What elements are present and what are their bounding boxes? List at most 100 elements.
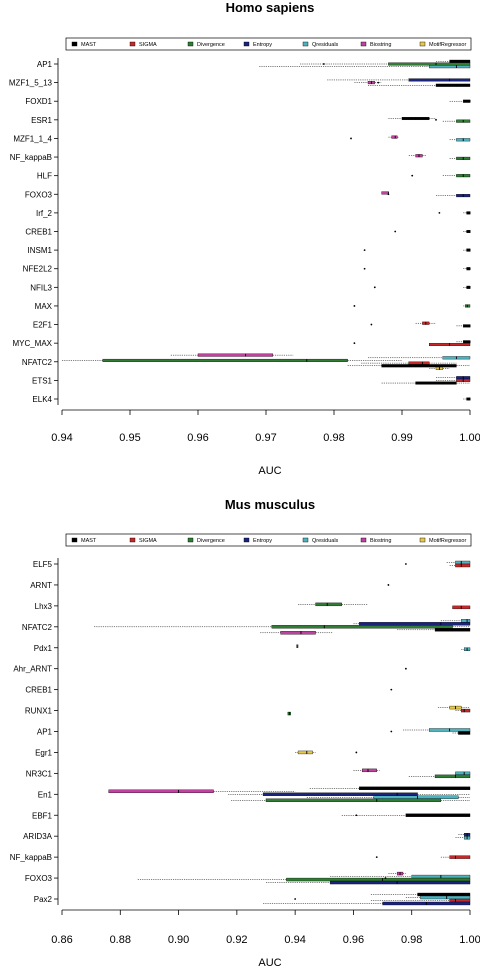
outlier-point	[404, 563, 407, 565]
box-divergence	[102, 358, 348, 362]
legend-entry: MotifRegressor	[429, 538, 466, 544]
x-tick-label: 0.98	[401, 934, 422, 946]
y-tick-label: NFATC2	[22, 623, 53, 632]
box-divergence	[265, 798, 442, 802]
x-tick-label: 0.96	[343, 934, 364, 946]
outlier-point	[394, 230, 397, 233]
y-tick-label: NR3C1	[26, 769, 53, 778]
outlier-point	[353, 342, 356, 345]
legend-swatch	[302, 41, 309, 47]
y-tick-label: CREB1	[25, 686, 52, 695]
box-biostring	[108, 789, 214, 793]
outlier-point	[387, 584, 390, 586]
box-mast	[381, 364, 457, 368]
box-mast	[405, 813, 471, 817]
y-tick-label: ELF5	[33, 560, 53, 569]
box-qresiduals	[461, 619, 471, 623]
chart-title: Homo sapiens	[226, 0, 315, 15]
x-tick-label: 0.99	[391, 432, 412, 444]
legend-swatch	[129, 537, 136, 543]
box-qresiduals	[429, 65, 471, 69]
outlier-point	[384, 877, 387, 879]
outlier-point	[322, 63, 325, 65]
box-biostring	[391, 135, 398, 139]
box-qresiduals	[455, 560, 471, 565]
box-entropy	[359, 622, 471, 626]
legend-entry: SIGMA	[139, 42, 157, 48]
legend-entry: MAST	[81, 538, 97, 544]
y-tick-label: En1	[38, 790, 53, 799]
outlier-point	[355, 751, 358, 754]
legend-entry: Qresiduals	[312, 538, 339, 544]
legend-swatch	[187, 41, 194, 47]
outlier-point	[294, 898, 297, 900]
outlier-point	[350, 137, 352, 140]
y-tick-label: Pdx1	[34, 644, 53, 653]
y-tick-label: CREB1	[25, 228, 52, 237]
box-entropy	[329, 880, 471, 885]
outlier-point	[370, 323, 373, 326]
box-sigma	[449, 898, 471, 903]
x-tick-label: 1.00	[459, 432, 480, 444]
box-mast	[463, 324, 471, 328]
y-tick-label: Lhx3	[35, 602, 53, 611]
x-tick-label: 0.97	[255, 432, 276, 444]
legend-entry: Qresiduals	[312, 42, 339, 48]
x-tick-label: 0.90	[168, 934, 189, 946]
y-tick-label: Irf_2	[36, 209, 53, 218]
x-axis-label: AUC	[258, 957, 281, 969]
outlier-point	[375, 856, 378, 859]
panel-homo-sapiens: Homo sapiens AUC MAST SIGMA Divergence Entr…	[9, 0, 480, 477]
box-divergence	[388, 62, 471, 66]
x-axis-label: AUC	[258, 465, 281, 477]
outlier-point	[404, 667, 407, 670]
y-tick-label: AP1	[37, 60, 53, 69]
legend-entry: Entropy	[253, 42, 272, 48]
box-mast	[466, 211, 471, 215]
legend-swatch	[129, 41, 136, 47]
box-mast	[463, 340, 471, 344]
box-biostring	[280, 631, 316, 635]
y-tick-label: NFATC2	[22, 358, 53, 367]
y-tick-label: ARID3A	[23, 832, 53, 841]
box-mast	[466, 229, 471, 234]
legend-swatch	[187, 537, 194, 543]
legend-entry: Biostring	[370, 42, 391, 48]
y-tick-label: MAX	[35, 302, 53, 311]
legend-entry: MAST	[81, 42, 97, 48]
legend-box	[65, 37, 472, 51]
panel-mus-musculus: Mus musculus AUC MAST SIGMA Divergence Entr…	[10, 497, 480, 969]
outlier-point	[390, 688, 393, 691]
x-tick-label: 1.00	[459, 934, 480, 946]
y-tick-label: FOXO3	[25, 874, 53, 883]
y-tick-label: MZF1_1_4	[13, 134, 52, 143]
legend-box	[65, 533, 472, 547]
y-tick-label: ARNT	[30, 581, 52, 590]
y-tick-label: FOXO3	[25, 190, 53, 199]
y-tick-label: MYC_MAX	[12, 339, 52, 348]
box-qresiduals	[455, 771, 471, 776]
chart-title: Mus musculus	[225, 497, 315, 512]
outlier-point	[390, 730, 393, 733]
y-tick-label: INSM1	[28, 246, 53, 255]
box-divergence	[315, 602, 342, 607]
y-tick-label: NFE2L2	[23, 265, 53, 274]
y-tick-label: Ahr_ARNT	[13, 665, 52, 674]
box-divergence	[286, 877, 471, 882]
legend-swatch	[243, 537, 250, 543]
box-motifregressor	[297, 750, 313, 755]
legend-entry: Entropy	[253, 538, 272, 544]
legend-swatch	[419, 41, 426, 47]
y-tick-label: NF_kappaB	[10, 853, 52, 862]
legend-swatch	[71, 537, 78, 543]
y-tick-label: Pax2	[34, 895, 53, 904]
x-tick-label: 0.86	[51, 934, 72, 946]
outlier-point	[438, 211, 441, 214]
outlier-point	[373, 286, 376, 289]
box-sigma	[455, 563, 471, 568]
x-tick-label: 0.95	[119, 432, 140, 444]
outlier-point	[434, 814, 436, 817]
x-tick-label: 0.94	[51, 432, 72, 444]
x-tick-label: 0.92	[226, 934, 247, 946]
legend-swatch	[360, 537, 367, 543]
